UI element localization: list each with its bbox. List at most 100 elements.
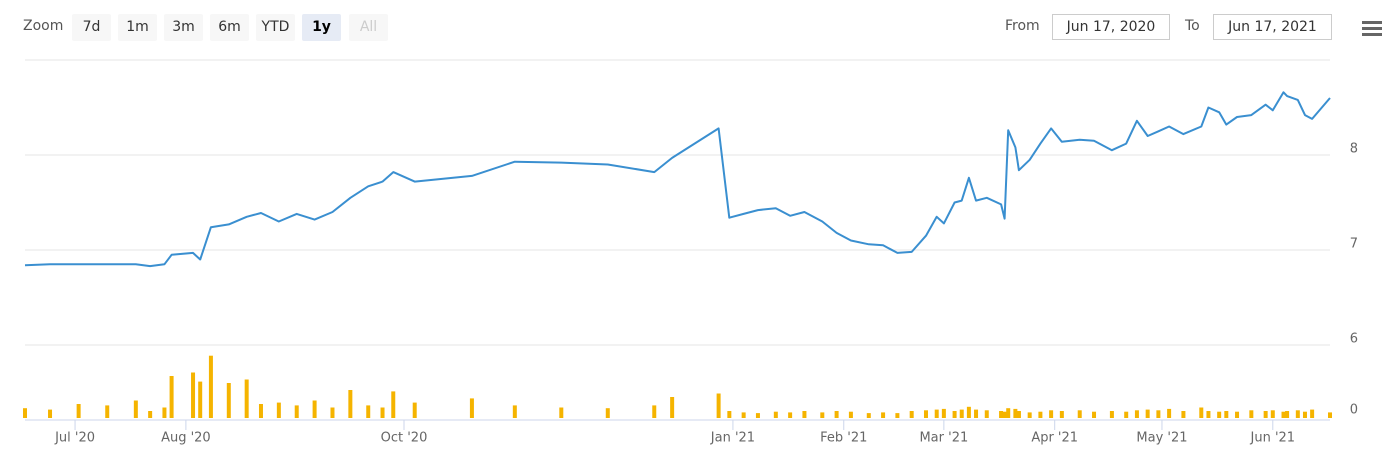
volume-bar	[727, 411, 732, 418]
x-tick-label: Jun '21	[1250, 431, 1296, 446]
volume-bar	[1285, 411, 1290, 418]
volume-bar	[866, 413, 871, 418]
price-line	[24, 91, 1331, 268]
volume-bar	[1145, 409, 1150, 418]
volume-bar	[208, 355, 213, 418]
x-tick-label: Oct '20	[381, 431, 428, 446]
volume-bar	[1006, 408, 1011, 418]
volume-bar	[1206, 411, 1211, 418]
zoom-label: Zoom	[23, 18, 64, 34]
volume-bar	[1077, 410, 1082, 418]
volume-bar	[226, 383, 231, 418]
volume-bar	[1224, 411, 1229, 418]
volume-bar	[169, 376, 174, 418]
volume-bar	[1181, 411, 1186, 418]
volume-bar	[1049, 410, 1054, 418]
volume-bar	[881, 412, 886, 418]
volume-bar	[652, 405, 657, 418]
volume-bar	[605, 408, 610, 418]
y2-tick-label: 0	[1350, 403, 1358, 418]
volume-bar	[1134, 410, 1139, 418]
y-tick-label: 6	[1350, 332, 1358, 347]
volume-bar	[198, 381, 203, 418]
zoom-button[interactable]: 3m	[164, 14, 203, 41]
volume-bar	[380, 407, 385, 418]
volume-bar	[348, 390, 353, 418]
volume-bar	[1038, 411, 1043, 418]
volume-bar	[895, 413, 900, 418]
x-tick-label: Mar '21	[919, 431, 968, 446]
to-input[interactable]: Jun 17, 2021	[1213, 14, 1332, 40]
volume-bar	[966, 406, 971, 418]
volume-bar	[1199, 407, 1204, 418]
volume-bar	[1281, 411, 1286, 418]
x-tick-label: Apr '21	[1031, 431, 1078, 446]
volume-bar	[848, 411, 853, 418]
volume-bar	[1328, 412, 1332, 418]
zoom-button[interactable]: 1y	[302, 14, 341, 41]
volume-bar	[959, 409, 964, 418]
volume-bar	[755, 413, 760, 418]
volume-bar	[974, 409, 979, 418]
volume-bar	[412, 402, 417, 418]
volume-bar	[559, 407, 564, 418]
volume-bar	[191, 372, 196, 418]
y-tick-label: 7	[1350, 237, 1358, 252]
volume-bar	[512, 405, 517, 418]
volume-bar	[1027, 412, 1032, 418]
from-label: From	[1005, 18, 1040, 34]
volume-bar	[934, 409, 939, 418]
to-label: To	[1185, 18, 1200, 34]
volume-bar	[133, 400, 138, 418]
volume-bar	[820, 412, 825, 418]
volume-bar	[802, 411, 807, 418]
volume-bar	[952, 411, 957, 418]
volume-bar	[1249, 410, 1254, 418]
zoom-button[interactable]: YTD	[256, 14, 295, 41]
volume-bar	[330, 407, 335, 418]
volume-bar	[773, 411, 778, 418]
volume-bar	[788, 412, 793, 418]
volume-bar	[105, 405, 110, 418]
volume-bar	[48, 409, 53, 418]
volume-bar	[1109, 411, 1114, 418]
volume-bar	[162, 407, 167, 418]
volume-bar	[1167, 408, 1172, 418]
volume-bar	[366, 405, 371, 418]
volume-bar	[670, 397, 675, 418]
volume-bar	[1295, 410, 1300, 418]
volume-bar	[276, 402, 281, 418]
volume-bar	[1002, 411, 1007, 418]
volume-bar	[391, 391, 396, 418]
from-input[interactable]: Jun 17, 2020	[1052, 14, 1170, 40]
volume-bar	[1310, 409, 1315, 418]
volume-bar	[741, 412, 746, 418]
volume-bar	[1092, 411, 1097, 418]
volume-bar	[23, 408, 27, 418]
x-tick-label: Feb '21	[820, 431, 867, 446]
volume-bar	[923, 410, 928, 418]
x-tick-label: May '21	[1136, 431, 1187, 446]
volume-bar	[76, 404, 81, 418]
volume-bar	[1156, 410, 1161, 418]
volume-bar	[1235, 411, 1240, 418]
menu-icon[interactable]	[1362, 21, 1382, 36]
volume-bar	[716, 393, 721, 418]
volume-bar	[1124, 411, 1129, 418]
volume-bar	[469, 398, 474, 418]
zoom-button[interactable]: 1m	[118, 14, 157, 41]
volume-bar	[1302, 411, 1307, 418]
zoom-button[interactable]: 7d	[72, 14, 111, 41]
volume-bar	[941, 408, 946, 418]
volume-bar	[148, 411, 153, 418]
volume-bar	[984, 410, 989, 418]
volume-bar	[258, 404, 263, 418]
volume-bar	[834, 411, 839, 418]
x-tick-label: Jan '21	[710, 431, 755, 446]
volume-bar	[1270, 410, 1275, 418]
zoom-button: All	[349, 14, 388, 41]
zoom-button[interactable]: 6m	[210, 14, 249, 41]
volume-bar	[312, 400, 317, 418]
